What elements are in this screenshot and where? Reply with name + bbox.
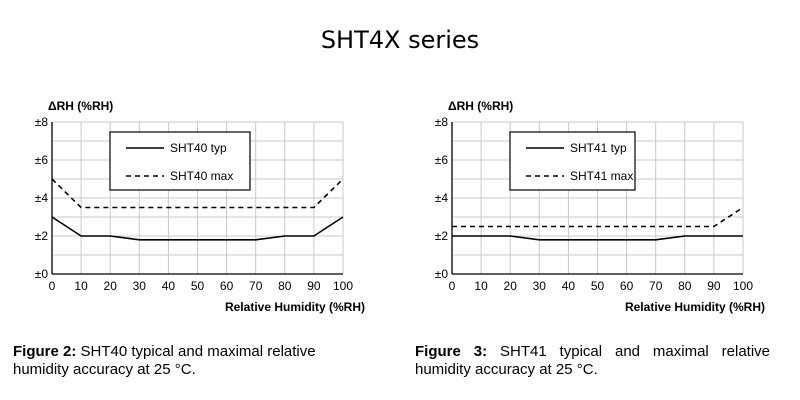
legend-label: SHT40 max: [170, 169, 233, 183]
legend-label: SHT41 typ: [570, 141, 627, 155]
chart-sht41: 0 10 20 30 40 50 60 70 80 90 100 ±0 ±2 ±4 ±6 ±8 ΔRH (%RH…: [435, 99, 765, 314]
y-tick-label: ±6: [435, 153, 449, 167]
x-tick-label: 100: [733, 279, 753, 293]
x-tick-label: 10: [74, 279, 88, 293]
x-tick-label: 50: [191, 279, 205, 293]
figure-3-caption: Figure 3: SHT41 typical and maximal rela…: [415, 343, 770, 379]
x-tick-label: 90: [707, 279, 721, 293]
figure-2-label: Figure 2:: [13, 343, 77, 360]
x-tick-label: 80: [678, 279, 692, 293]
chart-sht40: 0 10 20 30 40 50 60 70 80 90 100 ±0 ±2 ±4 ±6 ±8 ΔRH (%RH…: [35, 99, 365, 314]
y-axis-label: ΔRH (%RH): [448, 99, 513, 113]
x-tick-label: 60: [620, 279, 634, 293]
x-tick-label: 50: [591, 279, 605, 293]
x-tick-label: 40: [562, 279, 576, 293]
x-tick-label: 20: [104, 279, 118, 293]
y-tick-label: ±0: [35, 267, 49, 281]
x-tick-label: 0: [449, 279, 456, 293]
series-line: [452, 206, 744, 228]
x-axis-label: Relative Humidity (%RH): [225, 300, 365, 314]
legend-label: SHT40 typ: [170, 141, 227, 155]
y-tick-label: ±2: [435, 229, 449, 243]
legend-box: [109, 131, 251, 191]
x-tick-label: 30: [533, 279, 547, 293]
x-axis-label: Relative Humidity (%RH): [625, 300, 765, 314]
y-tick-label: ±4: [435, 191, 449, 205]
figure-3-text: SHT41 typical and maximal relative humid…: [415, 343, 770, 378]
x-tick-label: 30: [133, 279, 147, 293]
legend-label: SHT41 max: [570, 169, 633, 183]
series-line: [51, 178, 344, 209]
x-tick-label: 90: [307, 279, 321, 293]
series-line: [51, 216, 344, 241]
y-tick-label: ±4: [35, 191, 49, 205]
x-tick-label: 60: [220, 279, 234, 293]
figure-2-caption: Figure 2: SHT40 typical and maximal rela…: [13, 343, 368, 379]
figure-3-label: Figure 3:: [415, 343, 488, 360]
legend-box: [509, 131, 636, 191]
y-tick-label: ±0: [435, 267, 449, 281]
y-tick-label: ±8: [35, 115, 49, 129]
y-axis-label: ΔRH (%RH): [48, 99, 113, 113]
y-tick-label: ±6: [35, 153, 49, 167]
x-tick-label: 70: [649, 279, 663, 293]
figure-2-text: SHT40 typical and maximal relative humid…: [13, 343, 316, 378]
page-title: SHT4X series: [320, 26, 480, 54]
y-tick-label: ±2: [35, 229, 49, 243]
x-tick-label: 40: [162, 279, 176, 293]
y-tick-label: ±8: [435, 115, 449, 129]
x-tick-label: 10: [474, 279, 488, 293]
series-line: [452, 235, 743, 241]
x-tick-label: 100: [333, 279, 353, 293]
x-tick-label: 70: [249, 279, 263, 293]
x-tick-label: 80: [278, 279, 292, 293]
x-tick-label: 20: [504, 279, 518, 293]
x-tick-label: 0: [49, 279, 56, 293]
